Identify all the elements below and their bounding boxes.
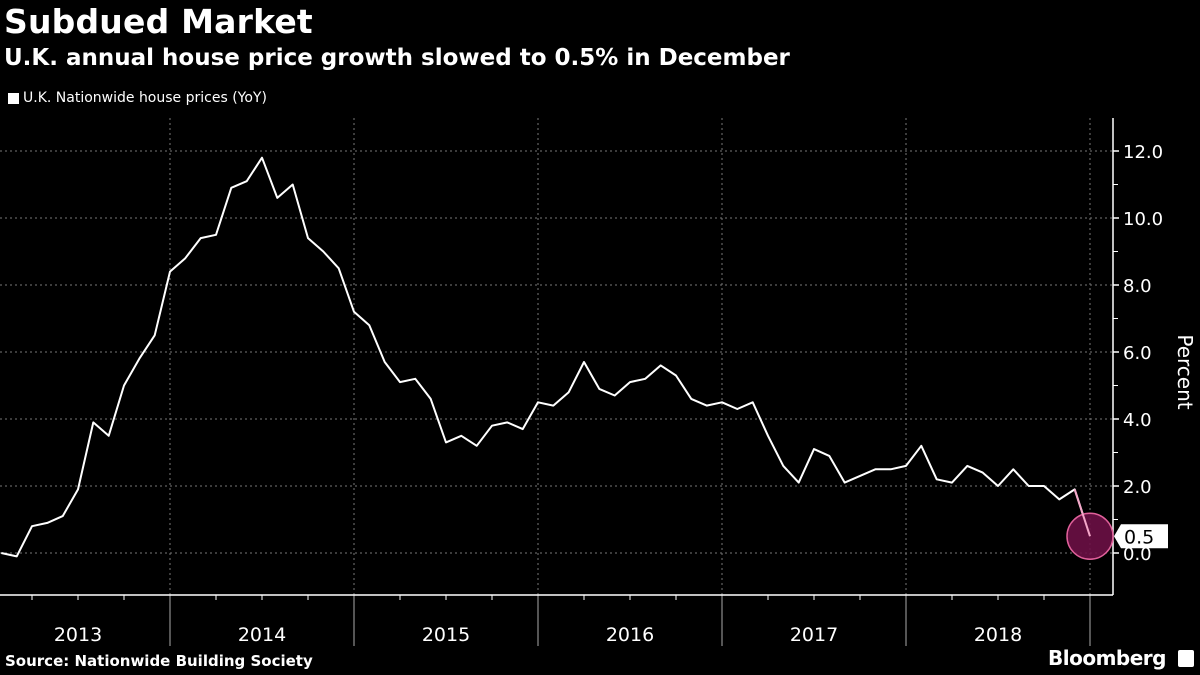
x-tick-label: 2015 — [422, 624, 470, 646]
x-tick-label: 2014 — [238, 624, 286, 646]
legend-swatch — [8, 92, 19, 104]
value-callout-box — [1114, 524, 1168, 549]
series-line — [1, 156, 1091, 558]
y-tick-label: 2.0 — [1123, 477, 1152, 498]
chart-title: Subdued Market — [4, 2, 313, 41]
value-callout-label: 0.5 — [1124, 526, 1154, 548]
y-tick-label: 0.0 — [1123, 544, 1152, 565]
y-tick-label: 6.0 — [1123, 343, 1152, 364]
legend: U.K. Nationwide house prices (YoY) — [8, 90, 267, 106]
x-tick-label: 2016 — [606, 624, 654, 646]
chart-subtitle: U.K. annual house price growth slowed to… — [4, 45, 790, 71]
x-tick-label: 2018 — [974, 624, 1022, 646]
y-tick-label: 12.0 — [1123, 142, 1163, 163]
y-axis-label: Percent — [1173, 334, 1197, 409]
y-tick-label: 10.0 — [1123, 209, 1163, 230]
y-tick-label: 8.0 — [1123, 276, 1152, 297]
bloomberg-chart-icon — [1178, 650, 1194, 667]
highlight-circle — [1066, 512, 1114, 560]
x-tick-label: 2017 — [790, 624, 838, 646]
source-note: Source: Nationwide Building Society — [5, 652, 313, 670]
highlight-segment — [1073, 489, 1091, 537]
legend-label: U.K. Nationwide house prices (YoY) — [23, 90, 267, 106]
x-tick-label: 2013 — [54, 624, 102, 646]
brand-logo: Bloomberg — [1048, 646, 1166, 670]
y-tick-label: 4.0 — [1123, 410, 1152, 431]
